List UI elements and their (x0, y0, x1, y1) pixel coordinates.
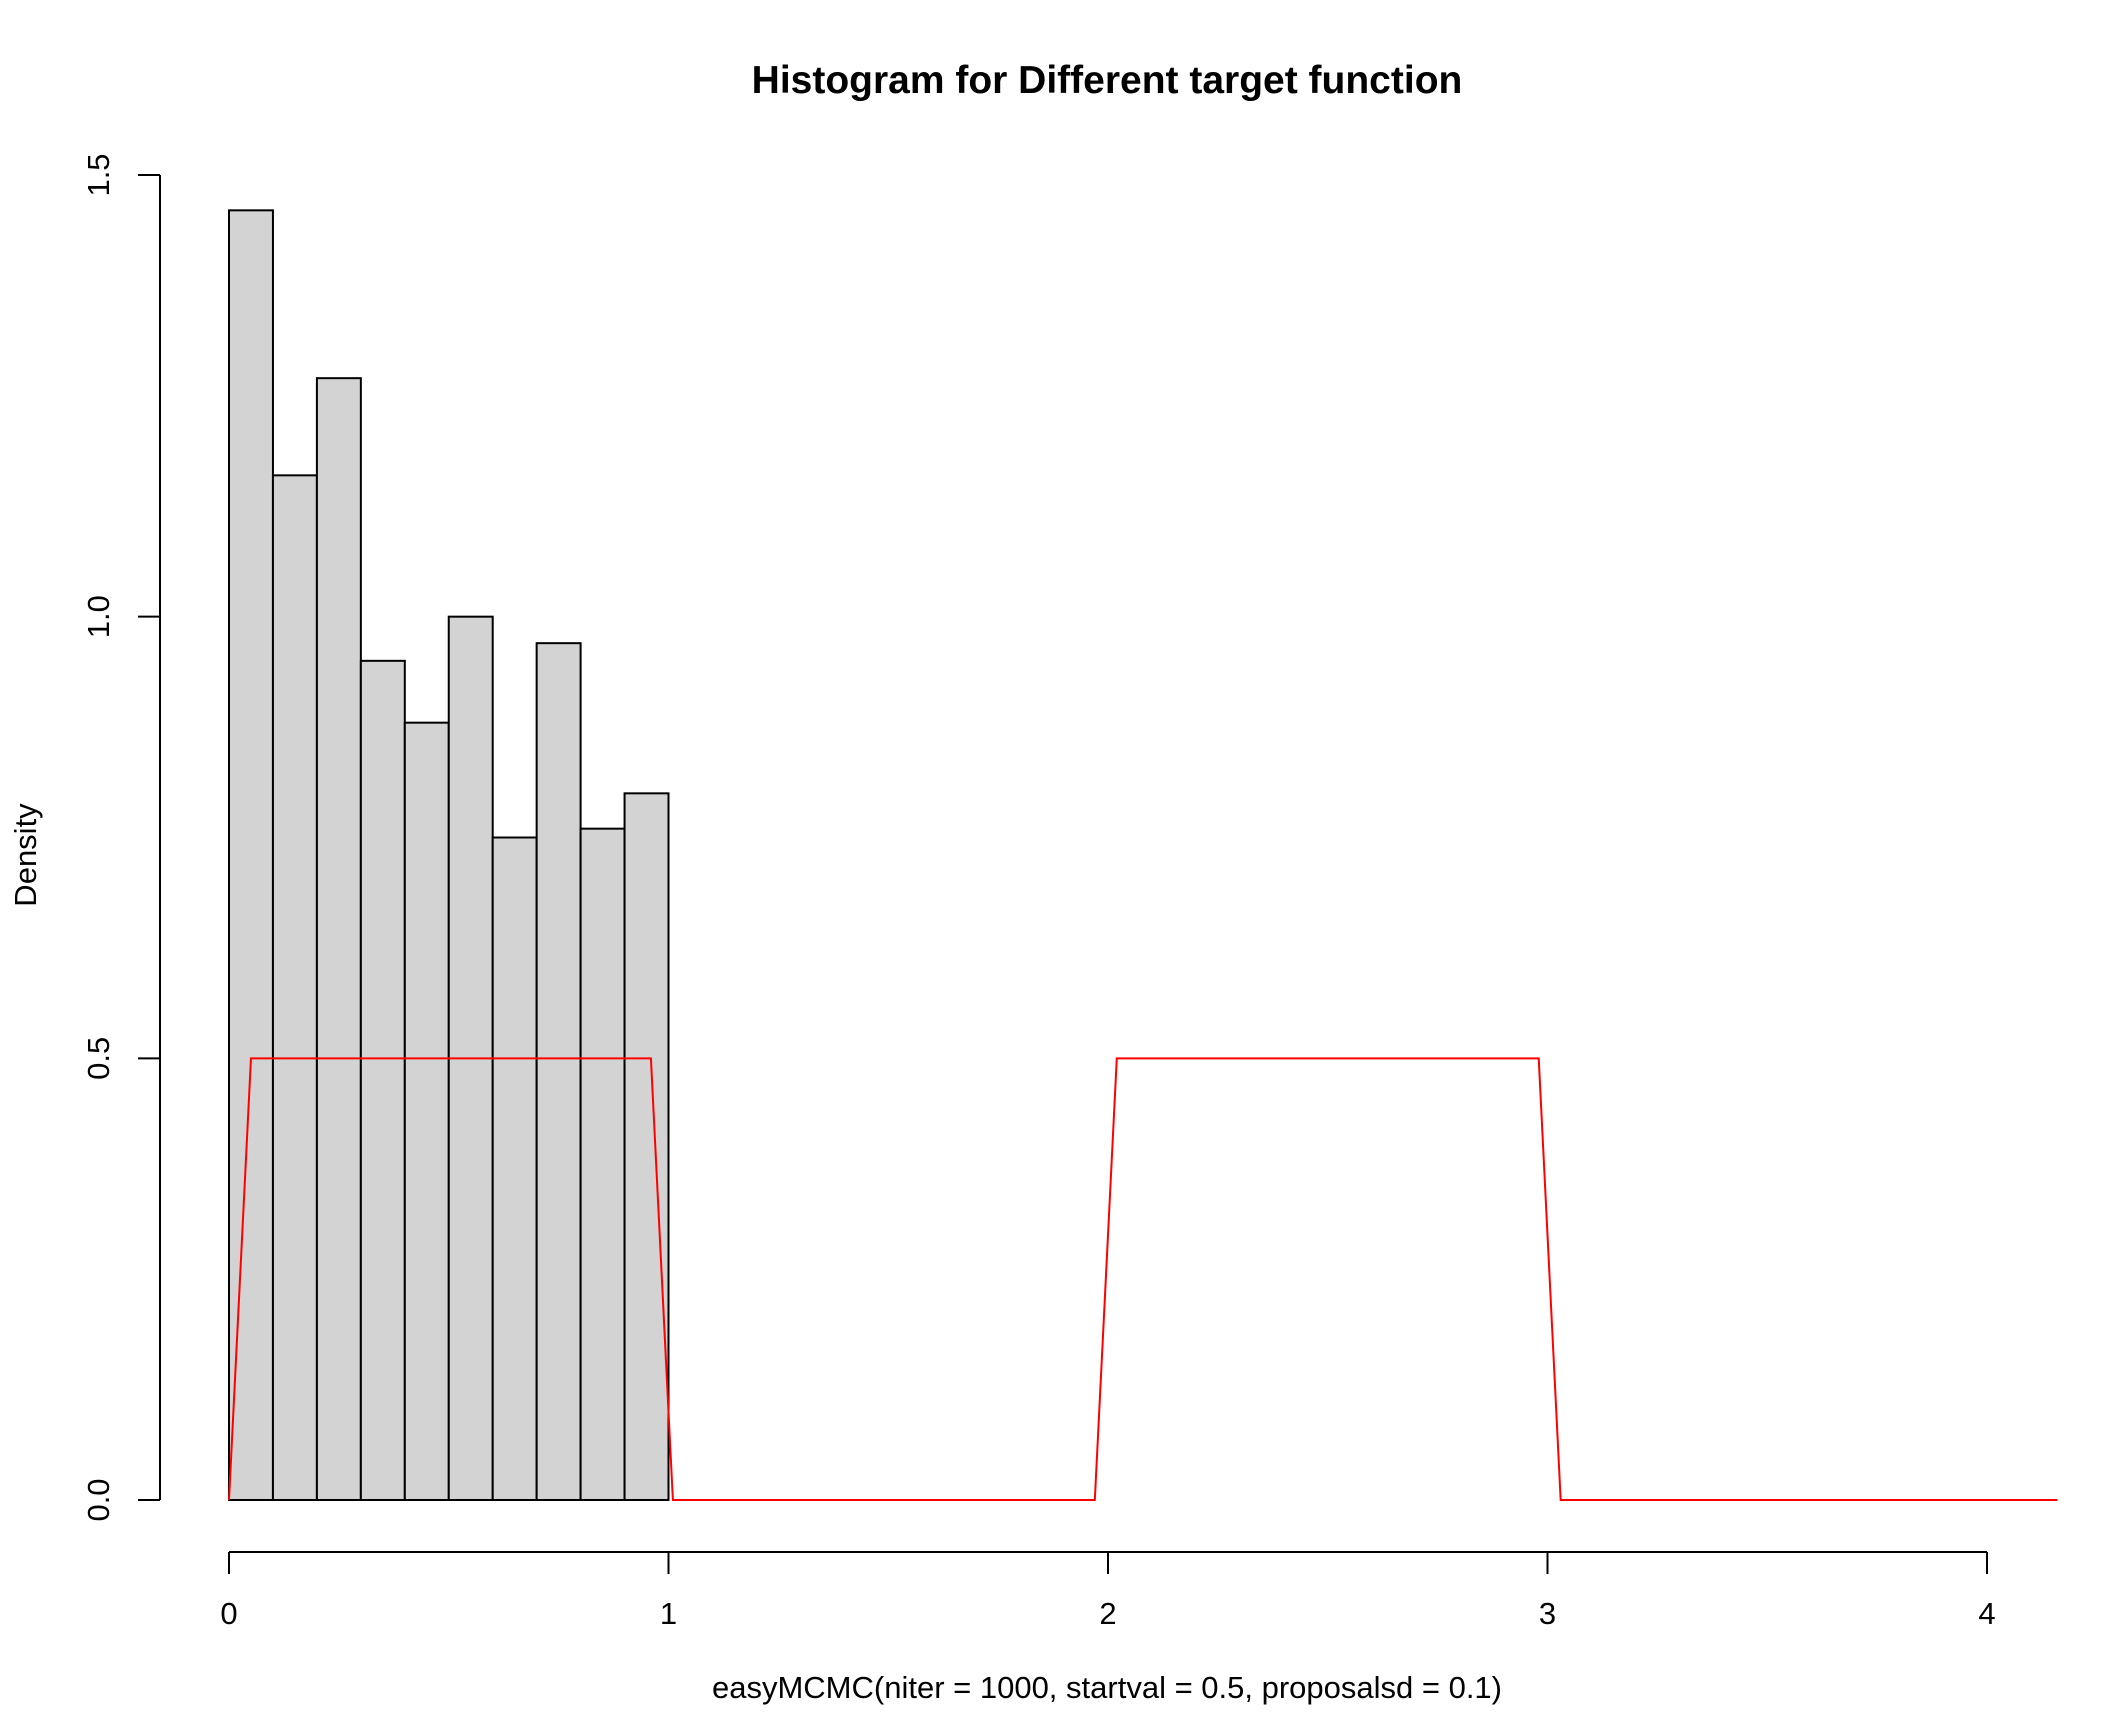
y-axis-label: Density (8, 803, 43, 907)
histogram-bars (228, 209, 670, 1502)
x-tick-label-1: 0 (220, 1596, 237, 1631)
histogram-bar-10 (623, 792, 670, 1501)
y-tick-label-4: 1.5 (81, 153, 116, 196)
x-axis: 0 1 2 3 4 (220, 1551, 1996, 1631)
target-density-line (228, 1057, 2058, 1501)
x-tick-label-5: 4 (1978, 1596, 1995, 1631)
y-axis: 0.0 0.5 1.0 1.5 (81, 153, 161, 1522)
chart-title: Histogram for Different target function (752, 59, 1463, 102)
histogram-bar-2 (271, 474, 318, 1501)
x-tick-label-3: 2 (1099, 1596, 1116, 1631)
histogram-bar-5 (403, 721, 450, 1501)
x-tick-label-2: 1 (660, 1596, 677, 1631)
x-axis-label: easyMCMC(niter = 1000, startval = 0.5, p… (712, 1670, 1502, 1705)
histogram-bar-8 (535, 642, 582, 1501)
histogram-bar-3 (315, 377, 362, 1502)
x-tick-label-4: 3 (1539, 1596, 1556, 1631)
y-tick-label-3: 1.0 (81, 595, 116, 638)
histogram-bar-9 (579, 827, 626, 1501)
histogram-bar-4 (359, 659, 406, 1501)
y-tick-label-1: 0.0 (81, 1478, 116, 1521)
histogram-bar-7 (491, 836, 538, 1501)
histogram-bar-1 (228, 209, 274, 1501)
y-tick-label-2: 0.5 (81, 1037, 116, 1080)
target-density-layer (228, 1057, 2058, 1501)
